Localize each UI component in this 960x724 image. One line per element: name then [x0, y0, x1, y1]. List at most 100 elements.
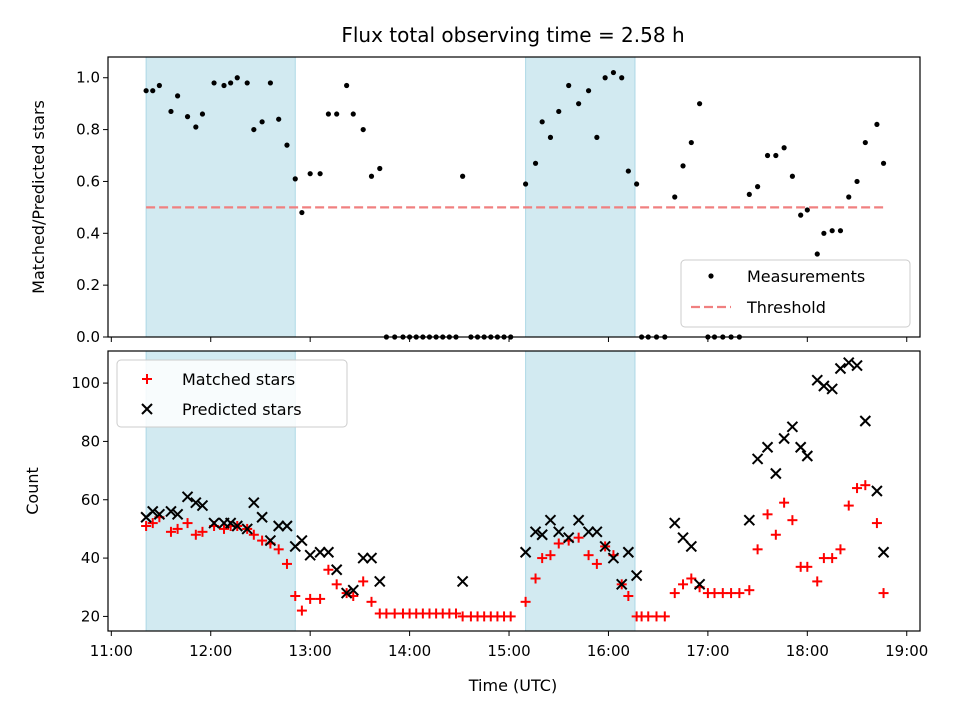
measurement-point — [350, 111, 356, 117]
measurement-point — [746, 191, 752, 198]
predicted-point — [340, 587, 353, 599]
bottom-band-2 — [525, 350, 636, 632]
bottom-y-axis: 20 40 60 80 100 — [71, 374, 108, 625]
measurement-point — [764, 152, 771, 159]
measurement-point — [556, 108, 562, 115]
measurement-point — [307, 171, 313, 177]
measurement-point — [804, 207, 810, 213]
matched-point — [669, 588, 680, 599]
predicted-point — [241, 523, 253, 535]
measurement-point — [317, 171, 323, 177]
predicted-point — [794, 441, 807, 453]
measurement-point — [829, 228, 835, 234]
matched-point — [182, 518, 193, 529]
matched-point — [812, 576, 823, 587]
matched-point — [197, 526, 208, 537]
predicted-point — [272, 520, 285, 532]
predicted-point — [231, 520, 243, 532]
matched-point — [451, 608, 461, 619]
matched-point — [583, 550, 594, 561]
x-tick-label: 12:00 — [189, 642, 232, 660]
x-tick-label: 11:00 — [90, 642, 133, 660]
measurement-point — [344, 82, 350, 89]
predicted-point — [770, 467, 782, 480]
matched-point — [530, 573, 541, 584]
predicted-point — [582, 526, 595, 538]
predicted-point — [181, 491, 194, 503]
predicted-point — [256, 511, 268, 523]
measurement-point — [854, 178, 860, 185]
matched-point — [553, 538, 564, 549]
predicted-point — [365, 552, 378, 564]
measurement-point — [334, 111, 340, 117]
bottom-y-tick-label: 80 — [81, 432, 100, 450]
measurement-point — [143, 88, 149, 94]
matched-point — [537, 553, 548, 564]
predicted-point — [224, 517, 237, 529]
measurement-point — [547, 134, 554, 140]
predicted-point — [599, 540, 611, 553]
x-tick-label: 16:00 — [587, 642, 630, 660]
measurement-point — [688, 139, 694, 146]
predicted-point — [616, 578, 628, 591]
matched-point — [165, 526, 176, 537]
predicted-point — [519, 546, 532, 558]
measurement-point — [377, 165, 383, 172]
bottom-frame — [107, 350, 921, 632]
predicted-point — [153, 508, 166, 521]
measurement-point — [284, 142, 290, 148]
predicted-point — [147, 505, 159, 518]
legend-predicted-marker — [141, 403, 153, 415]
measurement-point — [276, 116, 282, 122]
x-tick-label: 15:00 — [487, 642, 530, 660]
predicted-point — [859, 415, 872, 427]
predicted-point — [322, 546, 335, 558]
top-y-label: Matched/Predicted stars — [29, 100, 48, 294]
predicted-point — [544, 514, 557, 526]
predicted-point — [751, 453, 764, 465]
matched-point — [273, 544, 284, 555]
matched-point — [591, 558, 602, 569]
measurement-point — [602, 75, 608, 81]
matched-point — [678, 579, 689, 590]
top-frame — [107, 56, 921, 338]
top-y-tick-label: 0.4 — [76, 224, 100, 242]
matched-point — [802, 561, 813, 572]
bottom-y-tick-label: 100 — [71, 374, 100, 392]
predicted-point — [281, 520, 293, 532]
matched-point — [172, 523, 183, 534]
matched-point — [545, 550, 556, 561]
measurement-point — [523, 181, 529, 187]
x-axis-label: Time (UTC) — [468, 676, 557, 695]
predicted-point — [801, 450, 814, 462]
predicted-point — [314, 546, 326, 558]
legend-measurements-marker — [708, 273, 714, 279]
measurement-point — [798, 212, 804, 218]
predicted-point — [778, 432, 790, 445]
measurement-point — [221, 82, 227, 89]
measurement-point — [697, 101, 703, 107]
predicted-point — [264, 534, 277, 547]
matched-point — [770, 529, 781, 540]
matched-point — [505, 611, 516, 622]
measurement-point — [880, 160, 887, 166]
top-x-ticks — [110, 337, 908, 342]
matched-point — [752, 544, 763, 555]
measurement-point — [168, 108, 174, 115]
legend-matched-label: Matched stars — [182, 370, 295, 389]
measurement-point — [634, 181, 640, 187]
predicted-point — [456, 575, 469, 588]
bottom-y-tick-label: 20 — [81, 607, 100, 625]
predicted-point — [607, 552, 620, 564]
predicted-point — [685, 540, 698, 553]
matched-point — [281, 558, 292, 569]
measurement-point — [680, 163, 686, 169]
legend-predicted-cross — [141, 403, 153, 415]
measurement-point — [175, 93, 181, 99]
matched-point — [331, 579, 342, 590]
measurement-point — [837, 228, 844, 234]
bottom-panel: 20 40 60 80 100 11:00 12:00 13:00 14:00 15:00 16:… — [23, 350, 928, 695]
x-tick-label: 17:00 — [686, 642, 729, 660]
measurement-point — [625, 168, 631, 174]
